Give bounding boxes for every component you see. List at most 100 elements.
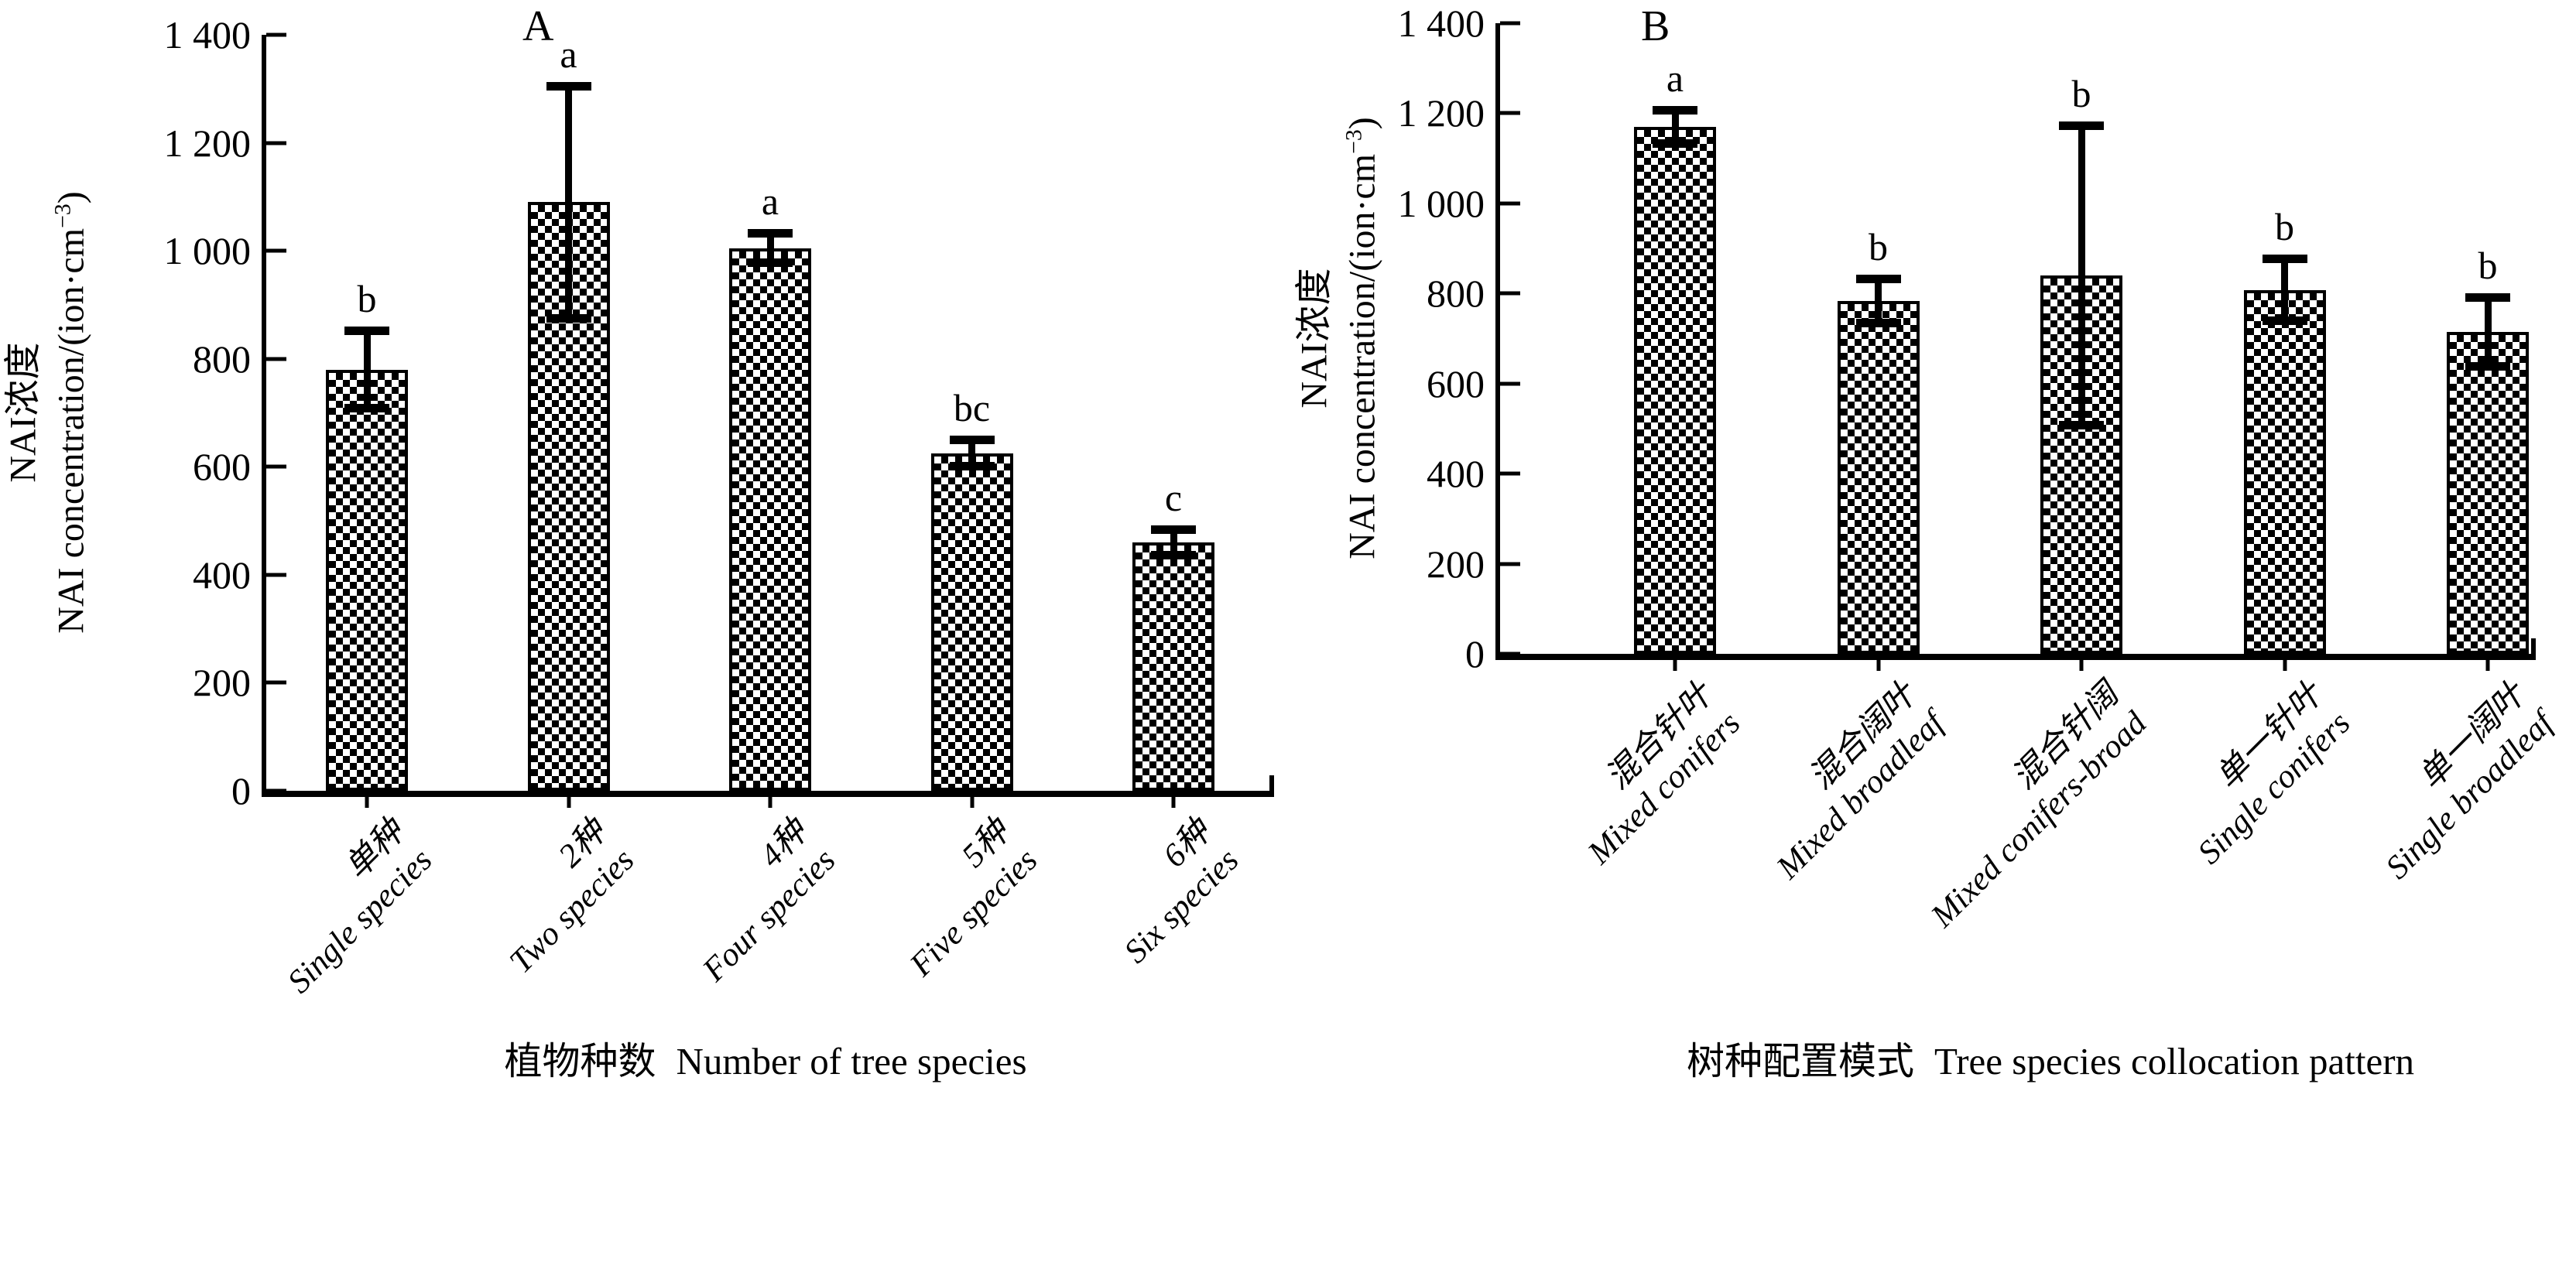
y-tick-label: 1 400 [163,13,252,56]
bar-group: b 单一阔叶 Single broadleaf [2379,23,2576,887]
error-bar [344,327,389,412]
error-bar [748,229,793,268]
y-tick-label: 0 [231,769,251,812]
x-axis-title: 植物种数 Number of tree species [504,1031,1026,1086]
y-tick-mark [266,248,286,253]
panel-letter: B [1641,2,1670,50]
y-axis-title: NAI浓度 NAI concentration/(ion·cm−3) [0,191,96,633]
bar-group: b 混合针阔 Mixed conifers-broad [1924,23,2184,935]
y-tick-mark [266,573,286,577]
y-tick-label: 400 [193,552,251,597]
error-bar [1855,275,1901,328]
error-cap-bottom [1151,551,1196,560]
bar [729,248,811,791]
y-tick-label: 400 [1427,452,1485,496]
y-tick-label: 800 [193,337,251,381]
y-tick-label: 600 [193,445,251,489]
bar-group: a 混合针叶 Mixed conifers [1574,23,1777,871]
error-cap-top [1855,275,1901,284]
x-tick-mark [1673,660,1677,671]
bar [1634,126,1716,654]
bar-group: a 2种 Two species [468,35,670,981]
plot-area: 0 200 400 600 800 1 000 1 200 1 400 b 单种… [164,13,1275,1000]
y-tick-label: 200 [193,661,251,705]
y-tick-label: 0 [1465,632,1485,675]
error-cap-bottom [546,314,591,323]
error-cap-bottom [1653,139,1697,149]
x-tick-mark [2283,660,2287,671]
error-cap-top [1653,105,1697,115]
error-cap-top [1151,525,1196,534]
error-cap-bottom [1855,319,1901,328]
x-tick-mark [1876,660,1880,671]
y-tick-label: 800 [1427,272,1485,316]
y-tick-label: 1 200 [1397,91,1485,135]
y-tick-label: 1 400 [1397,2,1485,45]
bar [326,369,408,791]
error-bar [1151,525,1196,560]
x-axis-title-en: Number of tree species [676,1040,1027,1082]
x-axis-end-tick [2531,638,2536,654]
error-cap-bottom [2262,316,2307,326]
y-tick-label: 1 200 [163,121,252,165]
error-bar [546,81,591,323]
y-tick-mark [266,141,286,145]
bar [1837,301,1920,654]
y-tick-mark [266,788,286,793]
y-tick-mark [266,680,286,685]
significance-letter: a [761,180,779,224]
bar-group: bc 5种 Five species [871,35,1073,983]
error-cap-bottom [748,258,793,268]
y-tick-label: 1 000 [163,229,252,273]
y-tick-label: 600 [1427,361,1485,405]
x-tick-mark [970,797,974,808]
bar [2447,331,2529,654]
y-tick-mark [1500,562,1520,566]
category-label-cn: 混合针叶 [1598,676,1719,797]
y-tick-mark [266,32,286,37]
error-bar [2059,121,2104,429]
significance-letter: b [2478,243,2498,287]
significance-letter: b [1869,225,1888,269]
x-tick-mark [1171,797,1176,808]
y-tick-mark [1500,381,1520,386]
bar-group: b 混合阔叶 Mixed broadleaf [1769,23,1980,886]
error-cap-top [2059,121,2104,131]
error-bar [949,436,995,471]
y-tick-mark [1500,291,1520,296]
significance-letter: a [1666,56,1684,100]
error-cap-top [2465,292,2510,302]
y-axis-title-en: NAI concentration/(ion·cm−3) [50,191,92,634]
error-cap-top [344,327,389,336]
x-axis-title-cn: 树种配置模式 [1686,1040,1914,1082]
y-tick-mark [1500,111,1520,115]
chart-panel-a: NAI浓度 NAI concentration/(ion·cm−3) A 0 2… [0,0,1288,1113]
bar [2243,289,2326,654]
bar-group: c 6种 Six species [1073,35,1275,971]
y-axis-title-cn: NAI浓度 [1293,268,1335,409]
error-bar [2465,292,2510,371]
bar-group: a 4种 Four species [670,35,872,989]
x-tick-mark [2485,660,2490,671]
x-axis-title-cn: 植物种数 [504,1040,656,1082]
bar [930,453,1013,791]
y-tick-mark [266,357,286,361]
y-tick-mark [1500,201,1520,206]
error-bar [1653,105,1697,149]
y-axis-title: NAI浓度 NAI concentration/(ion·cm−3) [1291,117,1388,559]
y-tick-label: 1 000 [1397,181,1485,225]
error-cap-bottom [949,462,995,471]
x-axis-title: 树种配置模式 Tree species collocation pattern [1687,1031,2414,1086]
x-tick-mark [365,797,369,808]
x-axis-end-tick [1269,775,1274,791]
figure: { "style": { "background": "#ffffff", "a… [0,0,2576,1113]
error-cap-top [949,436,995,445]
significance-letter: c [1164,475,1183,519]
significance-letter: b [2275,204,2294,248]
y-tick-mark [1500,471,1520,476]
y-axis-title-en: NAI concentration/(ion·cm−3) [1341,117,1383,559]
error-cap-bottom [2465,361,2510,371]
y-tick-mark [1500,21,1520,26]
error-bar [2262,254,2307,326]
error-cap-top [748,229,793,238]
